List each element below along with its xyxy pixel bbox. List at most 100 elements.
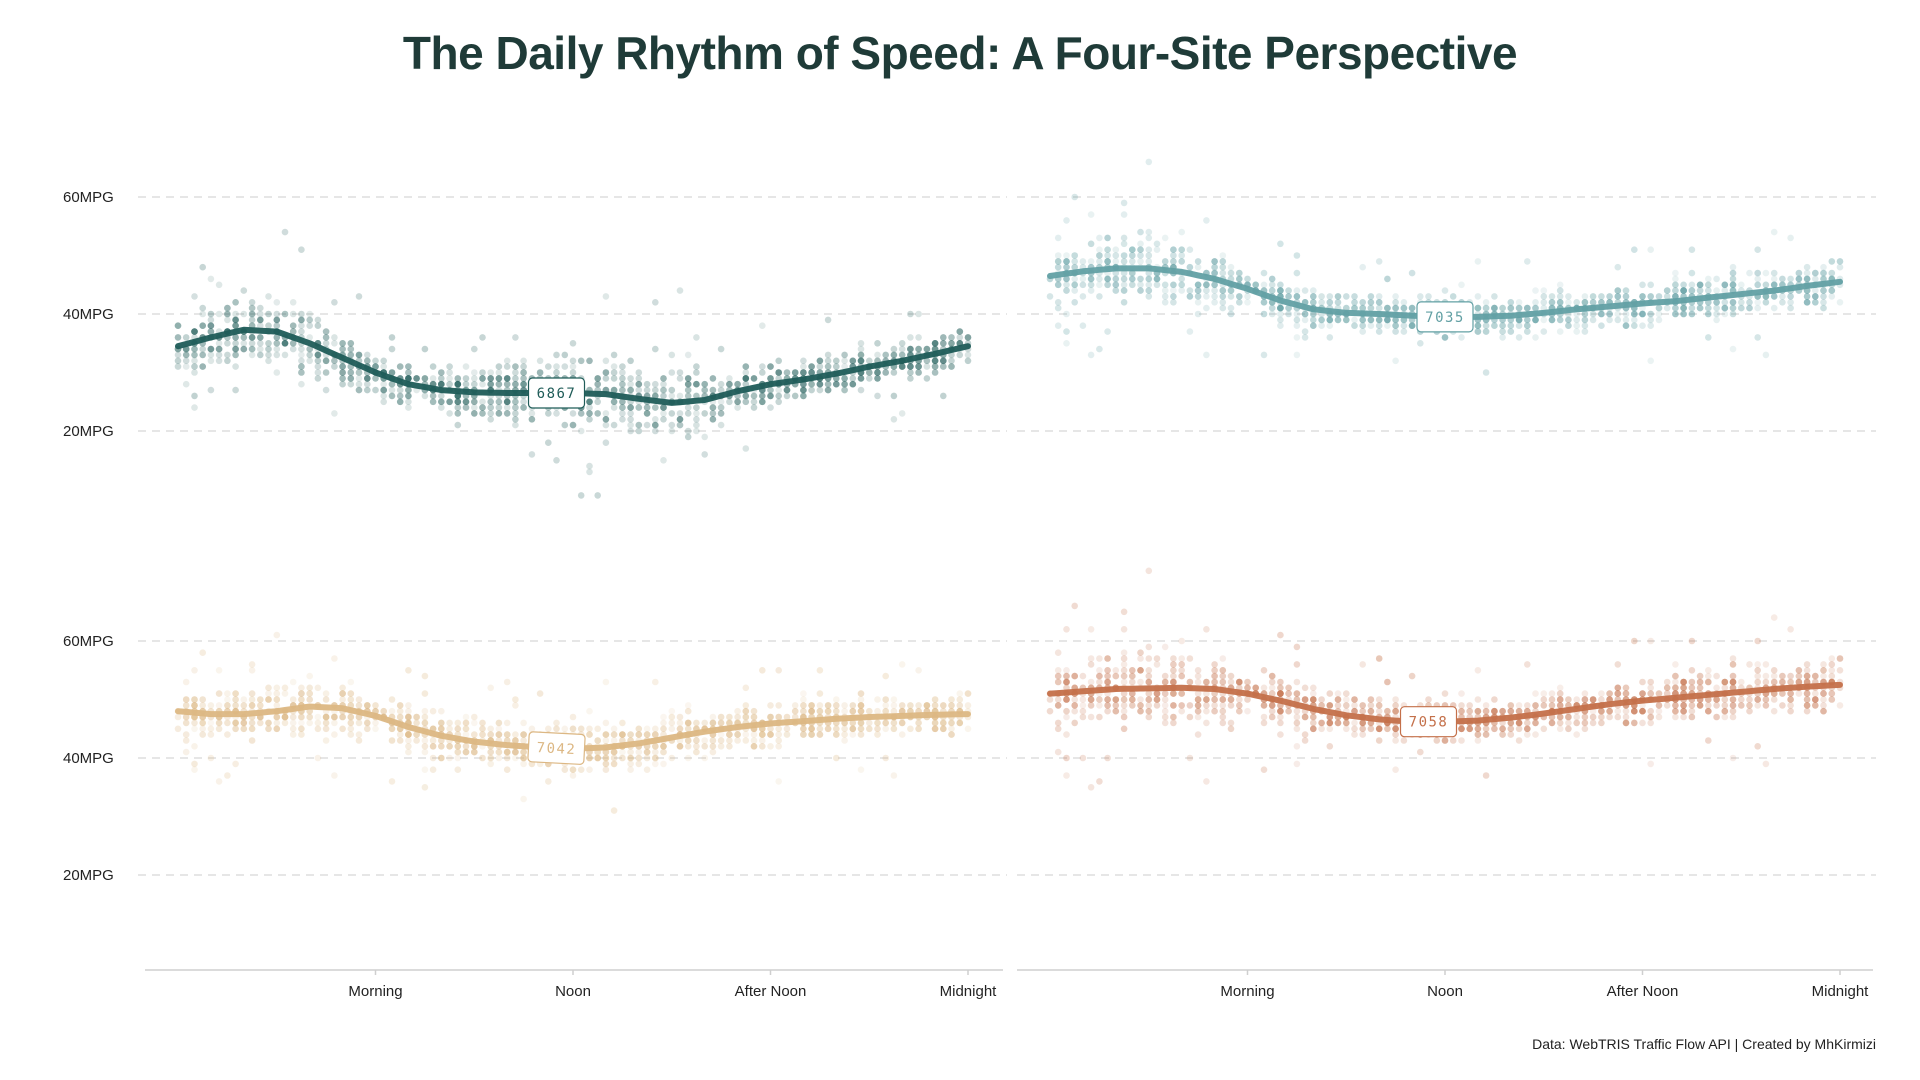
scatter-point [824, 386, 832, 394]
scatter-point [314, 351, 322, 359]
scatter-point [265, 690, 272, 697]
scatter-point [619, 404, 626, 411]
scatter-point [940, 363, 947, 370]
scatter-point [413, 375, 420, 382]
scatter-point [364, 719, 371, 727]
scatter-point [553, 351, 560, 359]
scatter-point [931, 363, 939, 370]
scatter-point [701, 380, 708, 388]
scatter-point [717, 404, 725, 411]
scatter-point [1277, 287, 1284, 294]
scatter-point [1137, 228, 1144, 236]
scatter-point [553, 719, 560, 727]
scatter-point [207, 345, 215, 353]
scatter-point [643, 404, 651, 411]
scatter-point [726, 743, 733, 750]
scatter-point [874, 392, 881, 400]
scatter-point [1219, 304, 1227, 312]
scatter-point [380, 380, 388, 388]
scatter-point [1054, 258, 1062, 265]
scatter-point [759, 392, 766, 400]
scatter-point [232, 299, 239, 306]
scatter-point [610, 748, 618, 756]
scatter-point [1688, 269, 1696, 277]
scatter-point [857, 690, 865, 697]
scatter-point [487, 375, 495, 382]
chart-title: The Daily Rhythm of Speed: A Four-Site P… [402, 27, 1518, 79]
scatter-point [174, 351, 182, 359]
scatter-point [833, 696, 840, 703]
scatter-point [306, 719, 314, 727]
scatter-point [487, 404, 495, 411]
scatter-point [215, 351, 223, 359]
scatter-point [1474, 322, 1482, 330]
scatter-point [1367, 299, 1375, 306]
scatter-point [1170, 287, 1177, 294]
scatter-point [191, 328, 198, 335]
scatter-point [693, 334, 700, 341]
scatter-point [841, 375, 848, 382]
scatter-point [701, 380, 708, 388]
scatter-point [767, 375, 774, 382]
scatter-point [610, 421, 618, 429]
scatter-point [1762, 281, 1770, 289]
scatter-point [1705, 287, 1712, 294]
scatter-point [1688, 637, 1696, 645]
scatter-point [355, 380, 363, 388]
scatter-point [1754, 299, 1761, 306]
scatter-point [849, 707, 857, 715]
scatter-point [775, 713, 782, 721]
scatter-point [224, 731, 231, 738]
scatter-point [240, 696, 248, 703]
scatter-point [273, 684, 281, 692]
scatter-point [257, 316, 264, 324]
scatter-point [791, 392, 799, 400]
scatter-point [660, 392, 667, 400]
scatter-point [1236, 275, 1243, 283]
scatter-point [1244, 299, 1251, 306]
scatter-point [586, 462, 593, 470]
scatter-point [1120, 269, 1128, 277]
scatter-point [503, 375, 511, 382]
scatter-point [215, 702, 223, 709]
scatter-point [1581, 322, 1589, 330]
scatter-point [841, 737, 848, 744]
scatter-point [841, 380, 848, 388]
scatter-point [964, 334, 972, 341]
scatter-point [174, 322, 182, 330]
scatter-point [1515, 322, 1523, 330]
scatter-point [1129, 258, 1136, 265]
scatter-point [503, 754, 511, 762]
scatter-point [1359, 322, 1366, 330]
scatter-point [1326, 299, 1334, 306]
scatter-point [808, 707, 815, 715]
scatter-point [1680, 287, 1687, 294]
scatter-point [405, 731, 412, 738]
scatter-point [1729, 269, 1737, 277]
scatter-point [907, 345, 914, 353]
scatter-point [232, 322, 239, 330]
scatter-point [1178, 275, 1185, 283]
scatter-point [1384, 316, 1391, 324]
scatter-point [652, 748, 659, 756]
scatter-point [767, 375, 774, 382]
scatter-point [347, 678, 355, 686]
scatter-point [1548, 316, 1556, 324]
scatter-point [1688, 304, 1696, 312]
scatter-point [693, 410, 700, 417]
scatter-point [1647, 293, 1654, 300]
scatter-point [791, 369, 799, 376]
scatter-point [479, 725, 486, 733]
scatter-point [199, 351, 206, 359]
scatter-point [857, 357, 865, 365]
scatter-point [479, 404, 486, 411]
scatter-point [520, 369, 527, 376]
scatter-point [1647, 310, 1654, 318]
scatter-point [602, 293, 610, 300]
scatter-point [660, 375, 667, 382]
scatter-point [438, 380, 445, 388]
scatter-point [684, 410, 692, 417]
scatter-point [652, 404, 659, 411]
scatter-point [931, 340, 939, 347]
scatter-point [750, 737, 758, 744]
